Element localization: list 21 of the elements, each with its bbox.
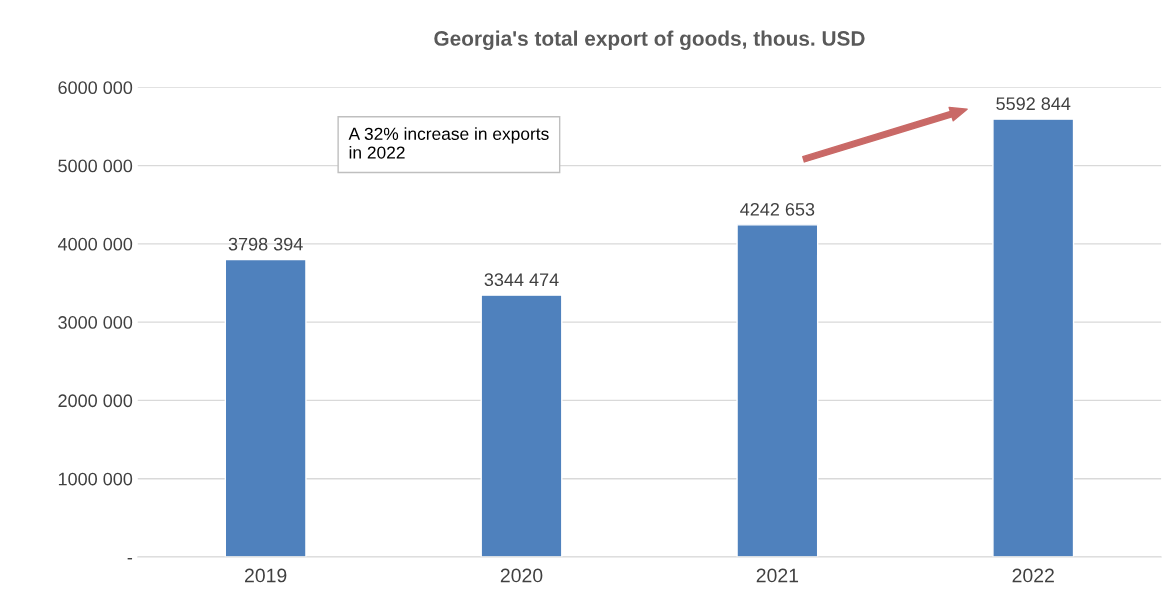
y-tick-label: 6000 000 [58, 81, 133, 95]
y-tick-label: 4000 000 [57, 237, 133, 251]
data-label: 3798 394 [228, 237, 303, 251]
x-tick-label: 2019 [244, 568, 287, 583]
y-tick-label: 5000 000 [58, 159, 133, 173]
y-tick-label: 1000 000 [58, 472, 133, 486]
bar [224, 258, 307, 557]
annotation: A 32% increase in exports in 2022 [348, 127, 549, 159]
data-label: 3344 474 [484, 273, 559, 287]
x-tick-label: 2020 [500, 568, 543, 583]
y-tick-label: 3000 000 [58, 316, 133, 329]
data-label: 5592 844 [996, 97, 1071, 111]
chart-title: Georgia's total export of goods, thous. USD [434, 30, 865, 51]
bar [736, 224, 819, 557]
y-tick-label: 2000 000 [58, 394, 133, 408]
data-label: 4242 653 [740, 202, 815, 216]
bar [992, 118, 1075, 557]
x-tick-label: 2021 [756, 568, 799, 583]
x-tick-label: 2022 [1012, 568, 1054, 583]
bar [480, 294, 563, 557]
y-tick-label: - [127, 558, 133, 560]
